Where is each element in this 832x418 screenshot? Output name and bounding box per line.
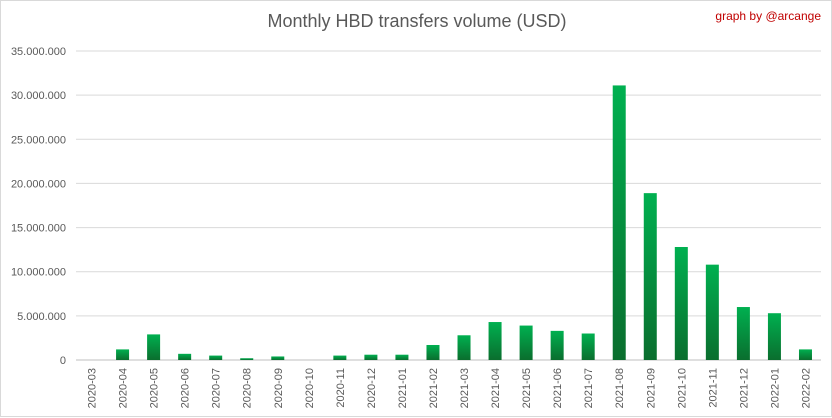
x-tick-label: 2020-06	[180, 368, 192, 408]
chart-credit: graph by @arcange	[715, 9, 821, 23]
bar-2022-02	[798, 349, 812, 360]
bar-2021-08	[612, 85, 626, 360]
x-tick-label: 2020-04	[118, 368, 130, 408]
x-tick-label: 2021-06	[552, 368, 564, 408]
y-tick-label: 35.000.000	[11, 46, 66, 58]
y-tick-label: 10.000.000	[11, 267, 66, 279]
gridlines	[76, 50, 821, 361]
bar-2021-09	[643, 193, 657, 360]
bar-2020-11	[333, 355, 347, 360]
x-tick-label: 2020-07	[211, 368, 223, 408]
y-tick-label: 30.000.000	[11, 90, 66, 102]
y-tick-label: 15.000.000	[11, 223, 66, 235]
x-tick-label: 2020-03	[87, 368, 99, 408]
bar-2021-10	[674, 246, 688, 360]
x-tick-label: 2021-10	[676, 368, 688, 408]
x-tick-label: 2020-11	[335, 368, 347, 408]
x-tick-label: 2021-11	[707, 368, 719, 408]
x-tick-label: 2021-05	[521, 368, 533, 408]
bar-2021-01	[395, 354, 409, 360]
bar-2021-03	[457, 335, 471, 360]
bar-2020-07	[209, 355, 223, 360]
y-tick-label: 5.000.000	[17, 311, 66, 323]
bars	[116, 85, 812, 360]
x-tick-label: 2021-07	[583, 368, 595, 408]
x-tick-label: 2020-09	[273, 368, 285, 408]
x-tick-label: 2021-09	[645, 368, 657, 408]
bar-2021-04	[488, 322, 502, 360]
y-tick-label: 20.000.000	[11, 178, 66, 190]
y-tick-label: 0	[60, 355, 66, 367]
bar-2022-01	[767, 313, 781, 360]
bar-2020-05	[147, 334, 161, 360]
x-tick-label: 2021-02	[428, 368, 440, 408]
bar-2021-07	[581, 333, 595, 360]
bar-2020-09	[271, 356, 285, 360]
x-tick-label: 2020-12	[366, 368, 378, 408]
chart-title: Monthly HBD transfers volume (USD)	[267, 11, 567, 31]
x-axis: 2020-03 2020-04 2020-05 2020-06 2020-07 2020-…	[87, 368, 813, 408]
bar-2021-12	[736, 307, 750, 360]
bar-2020-12	[364, 354, 378, 360]
x-tick-label: 2021-03	[459, 368, 471, 408]
x-tick-label: 2021-01	[397, 368, 409, 408]
bar-2021-02	[426, 344, 440, 360]
x-tick-label: 2021-04	[490, 368, 502, 408]
bar-2020-06	[178, 353, 192, 360]
x-tick-label: 2021-08	[614, 368, 626, 408]
x-tick-label: 2020-10	[304, 368, 316, 408]
y-axis: 0 5.000.000 10.000.000 15.000.000 20.000.000…	[11, 46, 66, 367]
y-tick-label: 25.000.000	[11, 134, 66, 146]
bar-2021-06	[550, 330, 564, 360]
bar-2021-05	[519, 325, 533, 360]
bar-2021-11	[705, 264, 719, 360]
x-tick-label: 2022-02	[800, 368, 812, 408]
x-tick-label: 2022-01	[769, 368, 781, 408]
x-tick-label: 2020-05	[149, 368, 161, 408]
x-tick-label: 2021-12	[738, 368, 750, 408]
x-tick-label: 2020-08	[242, 368, 254, 408]
bar-2020-08	[240, 358, 254, 360]
bar-2020-04	[116, 349, 130, 360]
